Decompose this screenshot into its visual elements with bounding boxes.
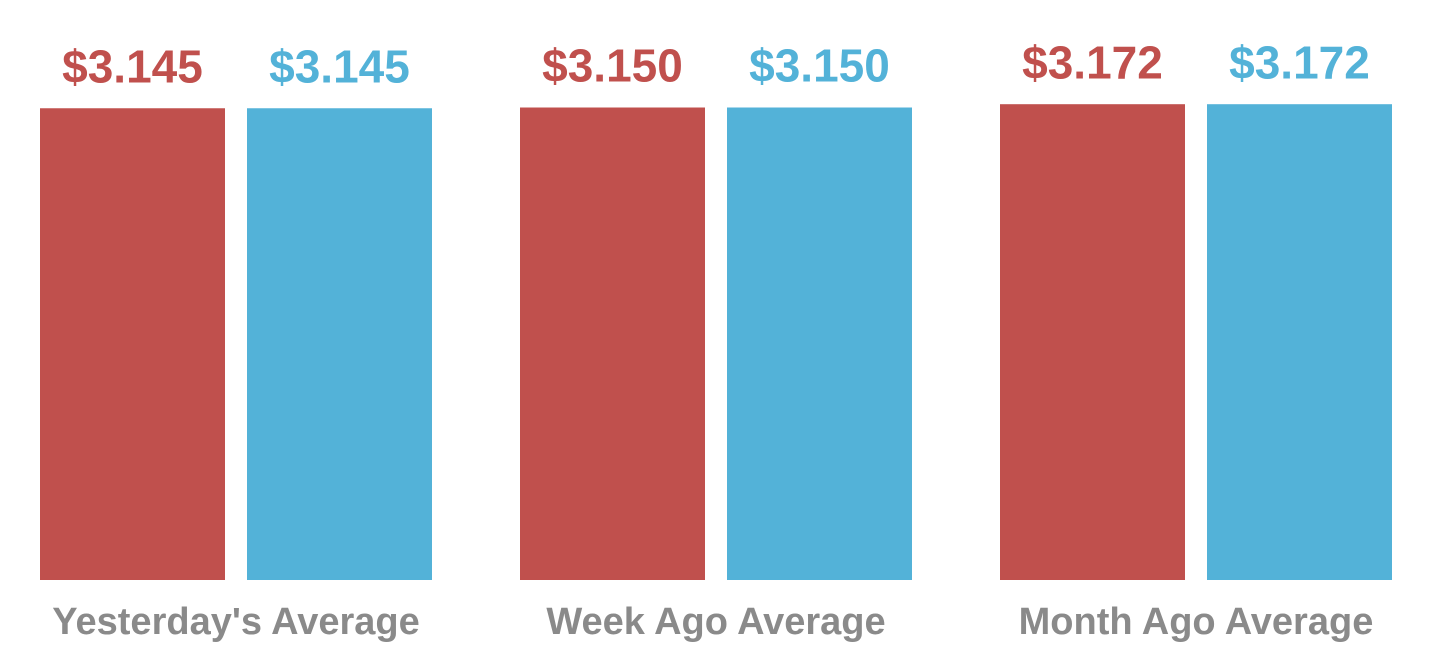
x-tick-label: Month Ago Average	[1019, 601, 1374, 643]
x-tick-label: Yesterday's Average	[52, 601, 419, 643]
value-label: $3.145	[269, 40, 410, 92]
value-label: $3.150	[542, 40, 683, 92]
bar	[727, 107, 912, 580]
value-label: $3.150	[749, 40, 890, 92]
bar	[247, 108, 432, 580]
value-label: $3.172	[1229, 36, 1370, 88]
bar	[1000, 104, 1185, 580]
value-label: $3.172	[1022, 36, 1163, 88]
x-tick-label: Week Ago Average	[546, 601, 885, 643]
bar	[1207, 104, 1392, 580]
bar	[520, 107, 705, 580]
bar	[40, 108, 225, 580]
value-label: $3.145	[62, 40, 203, 92]
